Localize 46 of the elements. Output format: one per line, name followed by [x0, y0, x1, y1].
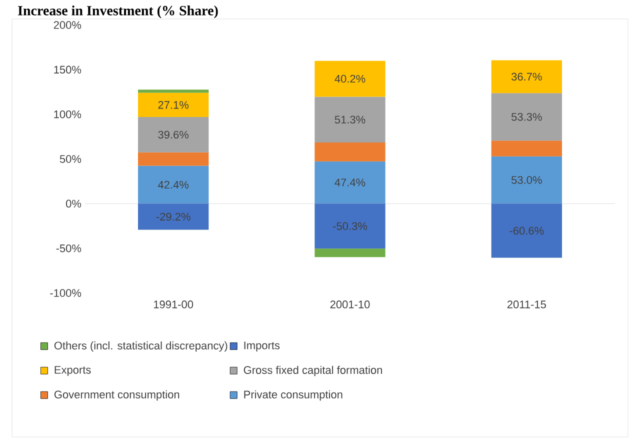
data-label: 40.2% [334, 74, 366, 83]
x-tick-label: 2001-10 [330, 300, 370, 308]
bar [314, 60, 386, 97]
bar [314, 161, 386, 204]
legend-label: Imports [244, 342, 280, 352]
x-tick-label: 1991-00 [154, 300, 194, 308]
legend-label: Others (incl. statistical discrepancy) [54, 341, 228, 352]
legend-label: Private consumption [244, 390, 342, 401]
y-tick-label: -50% [56, 244, 82, 252]
legend-label: Gross fixed capital formation [244, 366, 382, 376]
data-label: 36.7% [511, 72, 542, 81]
legend-label: Government consumption [54, 390, 180, 401]
data-label: 27.1% [158, 101, 189, 109]
y-tick-label: 100% [54, 110, 82, 118]
data-label: 53.0% [512, 176, 542, 184]
bar [491, 93, 562, 141]
data-label: -29.2% [156, 212, 190, 221]
bar [138, 152, 209, 166]
y-tick-label: 200% [54, 21, 82, 29]
bar [314, 142, 386, 162]
y-tick-label: 0% [66, 200, 82, 208]
bar [491, 204, 562, 258]
data-label: -60.6% [510, 226, 544, 235]
bar [491, 156, 562, 204]
bar [138, 92, 209, 118]
data-label: 47.4% [334, 178, 366, 186]
bar [138, 90, 209, 93]
bar [491, 140, 562, 156]
bar [138, 117, 209, 152]
bar [314, 204, 386, 249]
x-tick-label: 2011-15 [507, 300, 546, 308]
bar [138, 204, 209, 230]
bar [491, 60, 562, 94]
chart-title: Increase in Investment (% Share) [18, 6, 218, 18]
data-label: 42.4% [158, 180, 189, 189]
data-label: -50.3% [333, 222, 368, 230]
y-tick-label: 50% [60, 155, 82, 163]
data-label: 51.3% [334, 116, 366, 124]
bar [314, 96, 386, 143]
bar [138, 166, 209, 204]
data-label: 39.6% [158, 130, 189, 139]
y-tick-label: -100% [50, 289, 82, 297]
y-tick-label: 150% [54, 66, 82, 74]
data-label: 53.3% [512, 112, 542, 121]
legend-label: Exports [54, 366, 91, 376]
bar [314, 248, 386, 258]
